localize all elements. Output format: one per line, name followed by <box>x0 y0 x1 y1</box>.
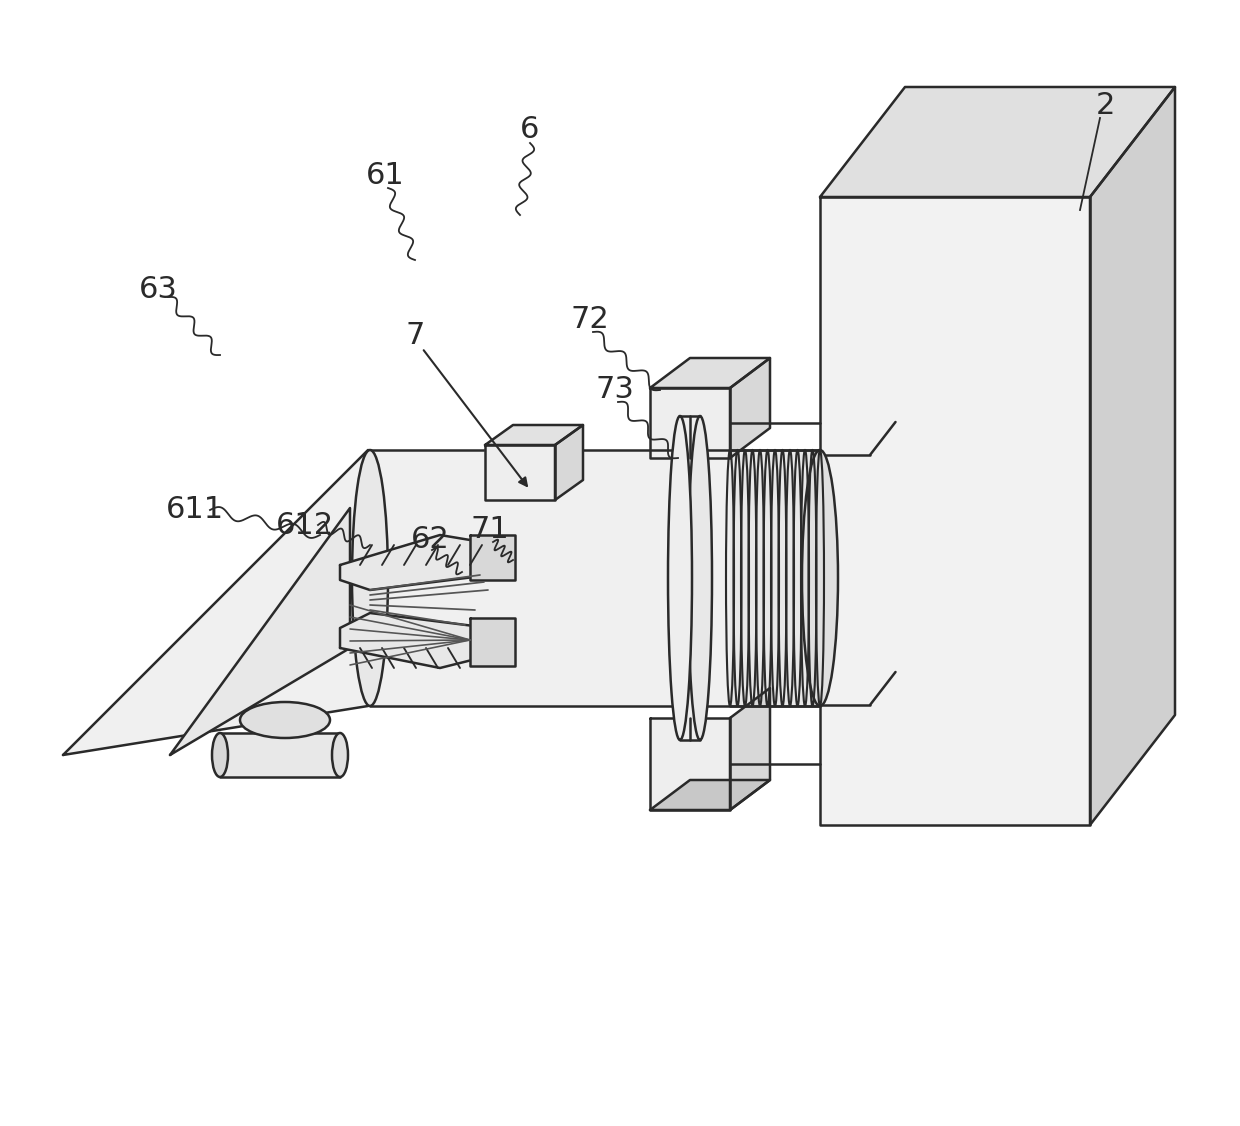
Polygon shape <box>470 618 515 665</box>
Ellipse shape <box>212 733 228 777</box>
Text: 63: 63 <box>139 276 177 304</box>
Ellipse shape <box>688 415 712 740</box>
Polygon shape <box>370 450 820 706</box>
Text: 2: 2 <box>1095 90 1115 119</box>
Polygon shape <box>730 358 770 458</box>
Ellipse shape <box>241 701 330 738</box>
Text: 62: 62 <box>410 526 449 554</box>
Polygon shape <box>485 425 583 445</box>
Polygon shape <box>340 535 500 590</box>
Polygon shape <box>820 197 1090 825</box>
Polygon shape <box>730 688 770 810</box>
Polygon shape <box>340 613 500 668</box>
Polygon shape <box>730 450 820 706</box>
Text: 611: 611 <box>166 495 224 525</box>
Ellipse shape <box>332 733 348 777</box>
Polygon shape <box>650 718 730 810</box>
Text: 72: 72 <box>570 305 609 334</box>
Text: 61: 61 <box>366 161 404 189</box>
Polygon shape <box>650 388 730 458</box>
Ellipse shape <box>668 415 692 740</box>
Text: 612: 612 <box>277 510 334 539</box>
Text: 6: 6 <box>521 116 539 144</box>
Polygon shape <box>820 87 1176 197</box>
Ellipse shape <box>352 450 388 706</box>
Polygon shape <box>219 733 340 777</box>
Polygon shape <box>650 780 770 810</box>
Polygon shape <box>680 415 701 740</box>
Polygon shape <box>485 445 556 500</box>
Text: 71: 71 <box>471 516 510 545</box>
Text: 73: 73 <box>595 375 635 404</box>
Polygon shape <box>650 358 770 388</box>
Polygon shape <box>556 425 583 500</box>
Polygon shape <box>63 450 368 756</box>
Text: 7: 7 <box>405 321 424 349</box>
Ellipse shape <box>802 450 838 706</box>
Polygon shape <box>1090 87 1176 825</box>
Polygon shape <box>170 508 350 756</box>
Polygon shape <box>470 535 515 580</box>
